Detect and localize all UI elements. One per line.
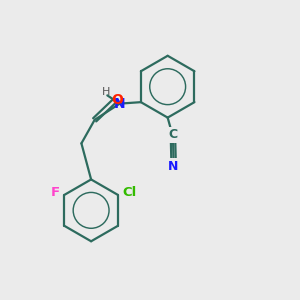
Text: H: H <box>102 87 110 97</box>
Text: N: N <box>114 97 125 111</box>
Text: C: C <box>168 128 178 142</box>
Text: Cl: Cl <box>122 186 136 199</box>
Text: N: N <box>168 160 179 173</box>
Text: F: F <box>50 186 59 199</box>
Text: O: O <box>112 92 124 106</box>
